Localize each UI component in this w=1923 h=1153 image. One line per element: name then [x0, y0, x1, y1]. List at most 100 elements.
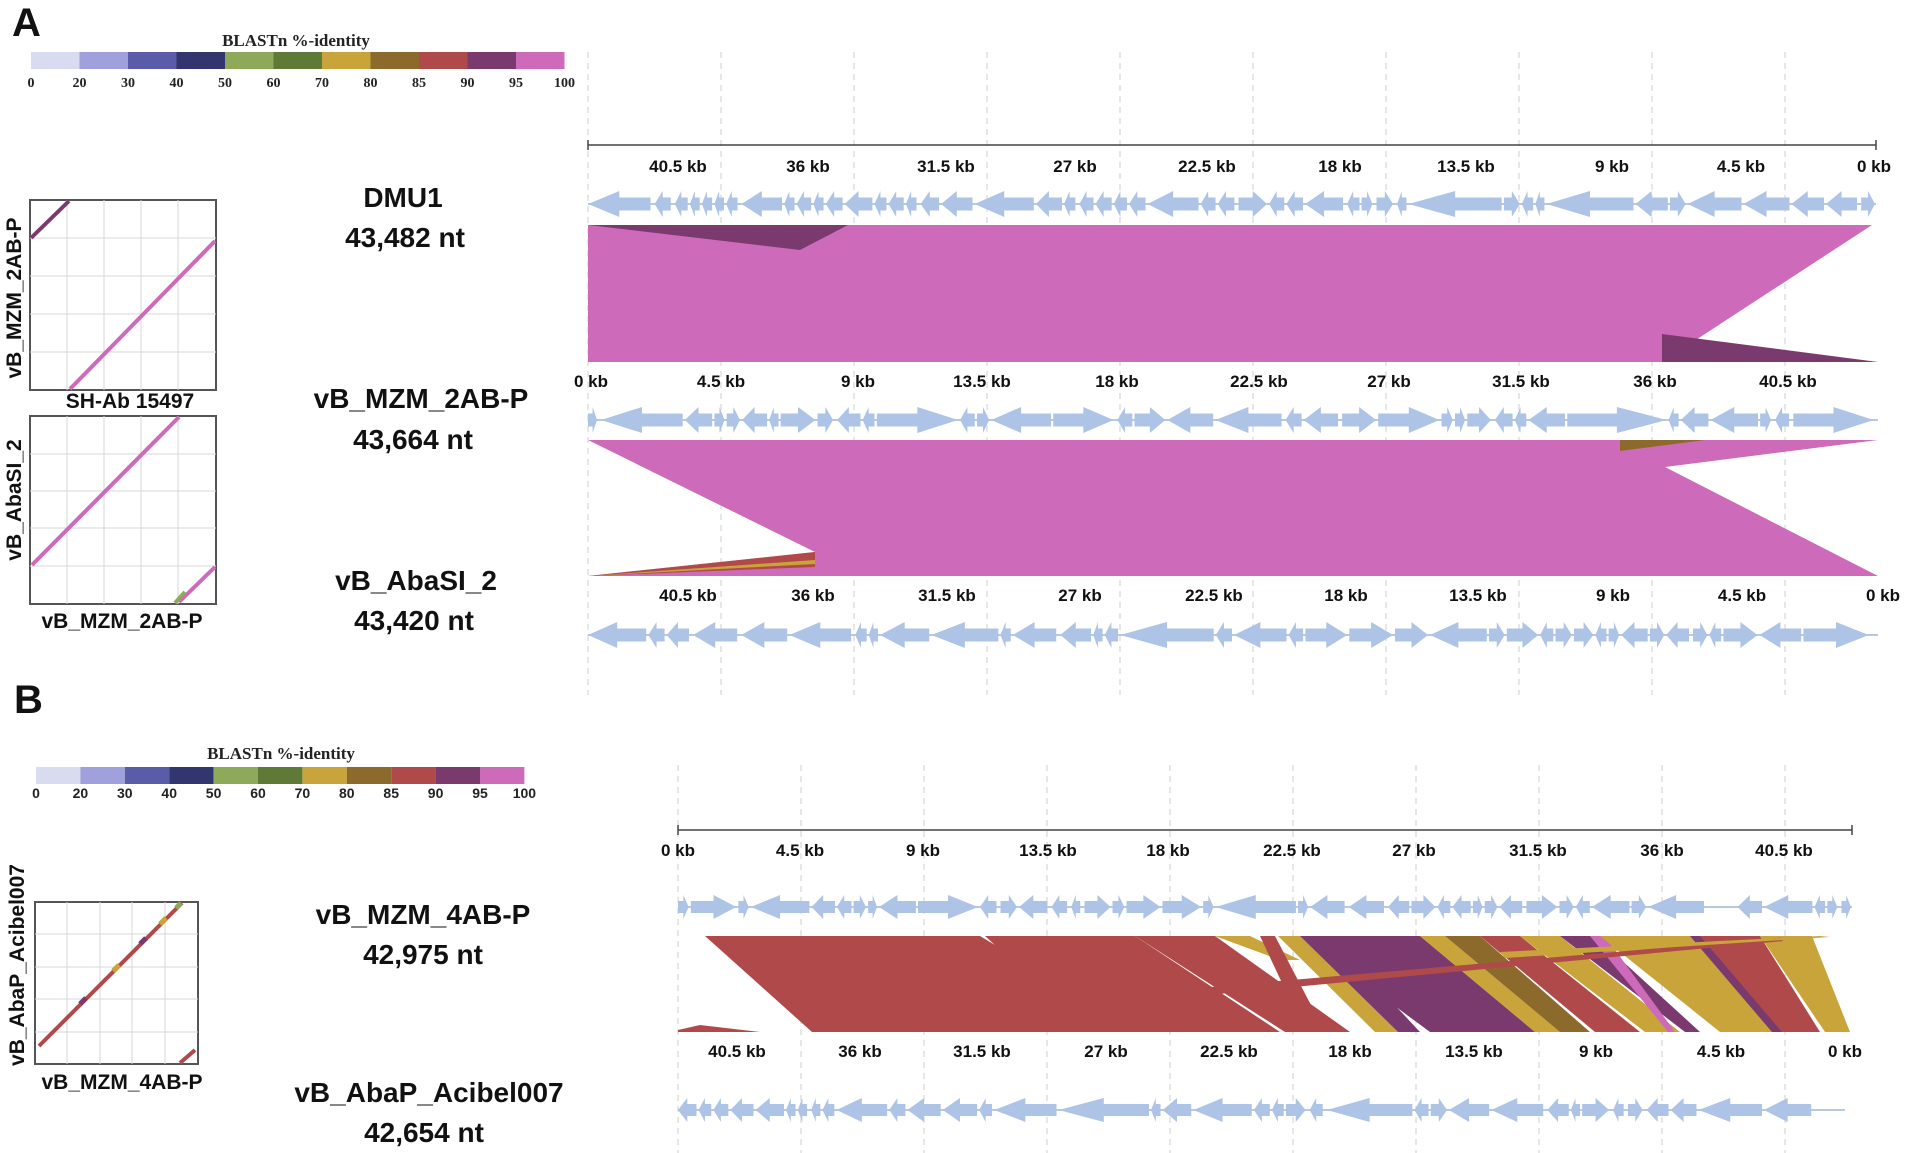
ruler-b — [677, 825, 1853, 835]
legend-tick-label: 95 — [472, 785, 488, 801]
kb-tick-label: 31.5 kb — [917, 157, 975, 176]
kb-tick-label: 0 kb — [1857, 157, 1891, 176]
genome-length-abasi2: 43,420 nt — [354, 605, 474, 636]
dotplot-2-diagonal — [30, 415, 181, 567]
legend-swatch — [128, 52, 177, 69]
kb-tick-label: 36 kb — [786, 157, 829, 176]
kb-tick-label: 36 kb — [791, 586, 834, 605]
legend-swatch — [80, 767, 125, 784]
kb-tick-label: 22.5 kb — [1230, 372, 1288, 391]
kb-tick-label: 0 kb — [574, 372, 608, 391]
gene-track-2ab — [588, 407, 1878, 433]
genome-length-acibel007: 42,654 nt — [364, 1117, 484, 1148]
kb-tick-label: 18 kb — [1324, 586, 1367, 605]
dotplot-2-segment — [177, 565, 217, 604]
kb-tick-label: 13.5 kb — [1019, 841, 1077, 860]
kb-tick-label: 27 kb — [1084, 1042, 1127, 1061]
legend-tick-label: 85 — [412, 76, 426, 91]
legend-tick-label: 70 — [315, 76, 329, 91]
legend-tick-label: 90 — [461, 76, 475, 91]
kb-tick-label: 27 kb — [1058, 586, 1101, 605]
legend-swatch — [124, 767, 170, 784]
legend-tick-label: 0 — [28, 76, 35, 91]
legend-swatch — [79, 52, 128, 69]
kb-tick-label: 27 kb — [1367, 372, 1410, 391]
kb-tick-label: 36 kb — [838, 1042, 881, 1061]
legend-title: BLASTn %-identity — [222, 31, 370, 50]
kb-tick-label: 0 kb — [661, 841, 695, 860]
dotplot-2-y-label: vB_AbaSI_2 — [3, 439, 26, 560]
dotplot-2-segment-small — [173, 590, 187, 605]
kb-tick-label: 9 kb — [841, 372, 875, 391]
dotplot-3-diagonal — [37, 901, 184, 1048]
gene-track-4ab — [678, 895, 1852, 919]
legend-tick-label: 85 — [383, 785, 399, 801]
identity-legend-b: BLASTn %-identity 0 20 30 40 50 60 70 80 85 90 95 1… — [32, 744, 536, 801]
kb-tick-label: 27 kb — [1392, 841, 1435, 860]
legend-tick-label: 100 — [554, 76, 575, 91]
genome-name-acibel007: vB_AbaP_Acibel007 — [294, 1077, 563, 1108]
kb-tick-label: 40.5 kb — [1755, 841, 1813, 860]
legend-tick-label: 50 — [218, 76, 232, 91]
kb-tick-label: 22.5 kb — [1200, 1042, 1258, 1061]
dotplot-2: vB_MZM_2AB-P vB_AbaSI_2 — [3, 415, 217, 633]
synteny-a-1 — [588, 225, 1878, 362]
legend-tick-label: 90 — [428, 785, 444, 801]
kb-tick-label: 9 kb — [1595, 157, 1629, 176]
genome-length-dmu1: 43,482 nt — [345, 222, 465, 253]
gene-track-acibel007 — [678, 1098, 1845, 1122]
legend-tick-label: 95 — [509, 76, 523, 91]
kb-tick-label: 4.5 kb — [1697, 1042, 1745, 1061]
kb-tick-label: 31.5 kb — [953, 1042, 1011, 1061]
kb-tick-label: 18 kb — [1095, 372, 1138, 391]
legend-swatch — [225, 52, 274, 69]
dotplot-3-x-label: vB_MZM_4AB-P — [41, 1071, 202, 1094]
legend-swatch — [273, 52, 322, 69]
kb-tick-label: 22.5 kb — [1178, 157, 1236, 176]
dotplot-2-x-label: vB_MZM_2AB-P — [41, 610, 202, 633]
kb-tick-label: 31.5 kb — [1492, 372, 1550, 391]
genome-length-2ab: 43,664 nt — [353, 424, 473, 455]
genome-name-dmu1: DMU1 — [363, 182, 442, 213]
legend-swatch — [213, 767, 258, 784]
legend-swatch — [370, 52, 419, 69]
legend-swatch — [31, 52, 80, 69]
legend-swatch — [302, 767, 347, 784]
legend-tick-label: 30 — [121, 76, 135, 91]
legend-tick-label: 60 — [267, 76, 281, 91]
kb-tick-label: 13.5 kb — [953, 372, 1011, 391]
kb-tick-label: 36 kb — [1633, 372, 1676, 391]
kb-tick-label: 36 kb — [1640, 841, 1683, 860]
kb-tick-label: 13.5 kb — [1445, 1042, 1503, 1061]
kb-tick-label: 4.5 kb — [1717, 157, 1765, 176]
kb-tick-label: 40.5 kb — [649, 157, 707, 176]
legend-swatch — [36, 767, 81, 784]
kb-tick-label: 31.5 kb — [1509, 841, 1567, 860]
legend-title-b: BLASTn %-identity — [207, 744, 355, 763]
legend-tick-label: 80 — [364, 76, 378, 91]
kb-tick-label: 0 kb — [1866, 586, 1900, 605]
grid-lines-b — [677, 765, 1786, 1153]
kb-tick-label: 4.5 kb — [776, 841, 824, 860]
genome-length-4ab: 42,975 nt — [363, 939, 483, 970]
legend-tick-label: 50 — [206, 785, 222, 801]
legend-swatch — [346, 767, 392, 784]
kb-tick-label: 4.5 kb — [697, 372, 745, 391]
dotplot-1-diagonal — [68, 239, 217, 391]
grid-lines-a — [587, 52, 1786, 695]
legend-swatch — [467, 52, 516, 69]
legend-tick-label: 100 — [513, 785, 537, 801]
legend-tick-label: 60 — [250, 785, 266, 801]
dotplot-1-segment — [29, 199, 71, 240]
kb-tick-label: 4.5 kb — [1718, 586, 1766, 605]
kb-axis-abasi2: 40.5 kb 36 kb 31.5 kb 27 kb 22.5 kb 18 kb 13.5… — [659, 586, 1900, 605]
legend-swatch — [516, 52, 565, 69]
kb-tick-label: 9 kb — [1596, 586, 1630, 605]
legend-tick-label: 20 — [73, 76, 87, 91]
kb-tick-label: 22.5 kb — [1185, 586, 1243, 605]
legend-swatch — [419, 52, 468, 69]
synteny-b — [678, 936, 1850, 1032]
synteny-a-2 — [588, 440, 1878, 576]
legend-swatch — [176, 52, 225, 69]
